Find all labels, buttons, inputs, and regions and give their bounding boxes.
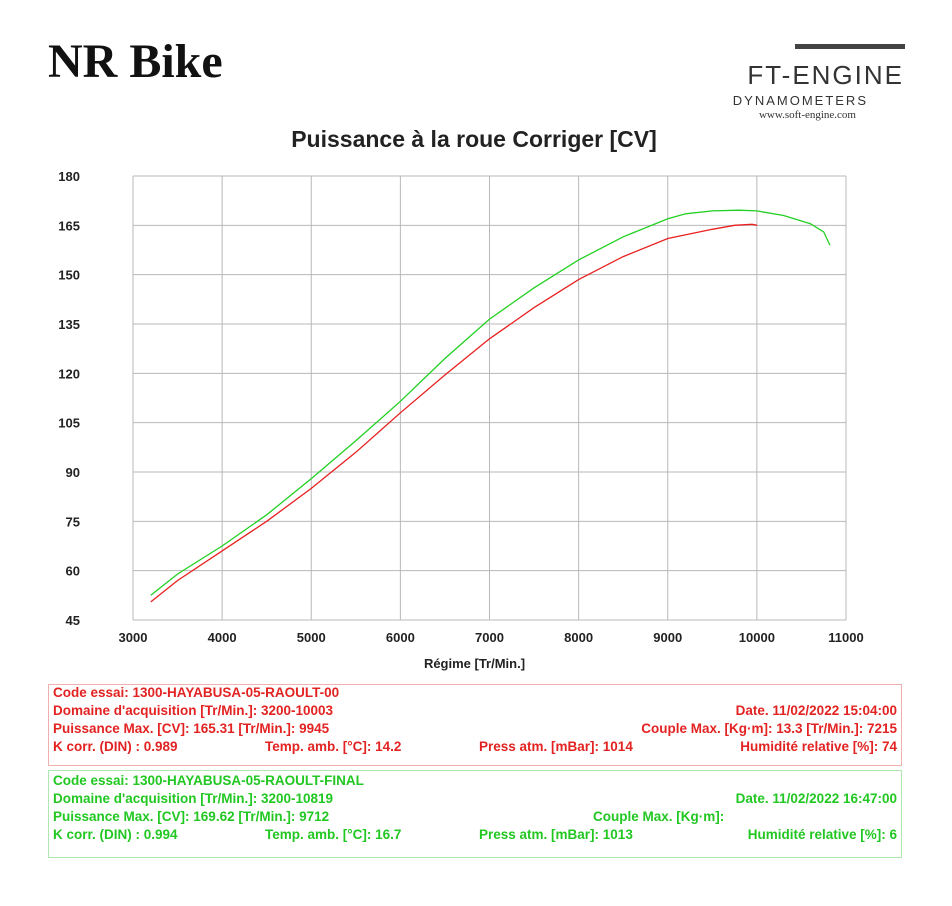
run-code: Code essai: 1300-HAYABUSA-05-RAOULT-00	[53, 685, 340, 700]
x-tick-label: 6000	[386, 630, 415, 645]
run-info-red: Code essai: 1300-HAYABUSA-05-RAOULT-00 D…	[48, 684, 902, 766]
x-tick-label: 9000	[653, 630, 682, 645]
x-tick-label: 4000	[208, 630, 237, 645]
x-tick-label: 11000	[828, 630, 863, 645]
run-info-green: Code essai: 1300-HAYABUSA-05-RAOULT-FINA…	[48, 770, 902, 858]
y-tick-label: 120	[58, 366, 80, 381]
x-tick-label: 7000	[475, 630, 504, 645]
series-line-0	[150, 209, 831, 596]
run-temp: Temp. amb. [°C]: 16.7	[265, 827, 402, 842]
x-axis-label: Régime [Tr/Min.]	[424, 656, 525, 671]
run-power-max: Puissance Max. [CV]: 169.62 [Tr/Min.]: 9…	[53, 809, 330, 824]
run-code: Code essai: 1300-HAYABUSA-05-RAOULT-FINA…	[53, 773, 364, 788]
run-date: Date. 11/02/2022 16:47:00	[735, 791, 897, 806]
soft-engine-logo: FT-ENGINE DYNAMOMETERS www.soft-engine.c…	[700, 44, 910, 124]
y-tick-label: 45	[66, 613, 80, 628]
series-line-1	[150, 223, 758, 603]
y-tick-label: 135	[58, 317, 80, 332]
run-date: Date. 11/02/2022 15:04:00	[735, 703, 897, 718]
logo-main-text: FT-ENGINE	[747, 60, 904, 90]
y-tick-label: 105	[58, 416, 80, 431]
run-torque-max: Couple Max. [Kg·m]: 13.3 [Tr/Min.]: 7215	[641, 721, 897, 736]
run-power-max: Puissance Max. [CV]: 165.31 [Tr/Min.]: 9…	[53, 721, 330, 736]
y-tick-label: 150	[58, 268, 80, 283]
logo-bar	[795, 44, 905, 49]
y-tick-label: 180	[58, 169, 80, 184]
run-pressure: Press atm. [mBar]: 1013	[479, 827, 633, 842]
run-temp: Temp. amb. [°C]: 14.2	[265, 739, 402, 754]
run-pressure: Press atm. [mBar]: 1014	[479, 739, 633, 754]
run-kcorr: K corr. (DIN) : 0.994	[53, 827, 178, 842]
y-tick-label: 165	[58, 218, 80, 233]
x-tick-label: 5000	[297, 630, 326, 645]
run-domain: Domaine d'acquisition [Tr/Min.]: 3200-10…	[53, 791, 334, 806]
run-torque-max: Couple Max. [Kg·m]:	[593, 809, 725, 824]
y-tick-label: 90	[66, 465, 80, 480]
power-chart: 45 60 75 90 105 120 135 150 165 180 3000 4000 5000 60…	[58, 169, 863, 671]
page-title: NR Bike	[48, 35, 223, 88]
run-domain: Domaine d'acquisition [Tr/Min.]: 3200-10…	[53, 703, 334, 718]
x-tick-label: 10000	[739, 630, 775, 645]
y-tick-label: 75	[66, 514, 80, 529]
x-tick-label: 8000	[564, 630, 593, 645]
x-tick-label: 3000	[119, 630, 148, 645]
run-humidity: Humidité relative [%]: 74	[740, 739, 897, 754]
logo-sub-text: DYNAMOMETERS	[732, 93, 868, 108]
y-tick-label: 60	[66, 564, 80, 579]
chart-title: Puissance à la roue Corriger [CV]	[291, 126, 657, 152]
run-humidity: Humidité relative [%]: 6	[747, 827, 897, 842]
run-kcorr: K corr. (DIN) : 0.989	[53, 739, 178, 754]
logo-url-text: www.soft-engine.com	[758, 109, 856, 121]
